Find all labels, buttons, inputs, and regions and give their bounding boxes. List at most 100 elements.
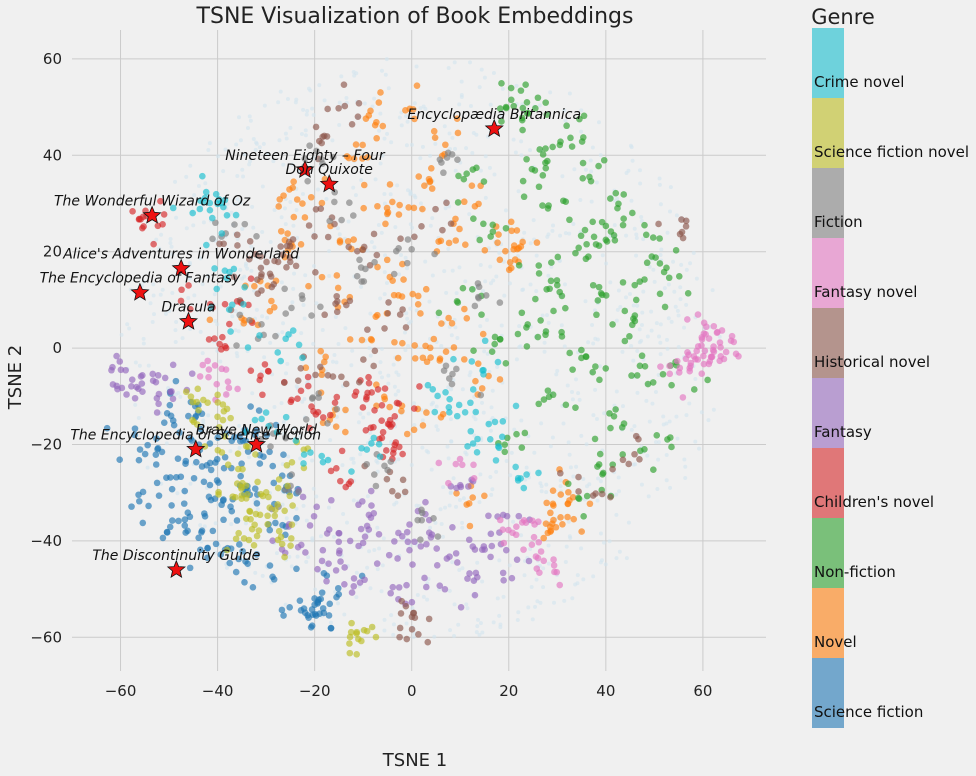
data-point (238, 460, 245, 467)
data-point (329, 153, 337, 161)
data-point (486, 435, 494, 443)
data-point (403, 635, 411, 643)
background-point (583, 299, 588, 304)
background-point (544, 482, 549, 487)
data-point (358, 336, 366, 344)
genre-colorbar: Science fictionNovelNon-fictionChildren'… (812, 28, 969, 728)
data-point (437, 414, 445, 421)
background-point (346, 219, 351, 224)
data-point (473, 573, 481, 581)
data-point (514, 330, 522, 338)
data-point (307, 449, 314, 456)
data-point (620, 215, 627, 223)
data-point (189, 416, 196, 424)
background-point (499, 323, 504, 328)
background-point (444, 290, 449, 295)
data-point (481, 337, 489, 345)
background-point (284, 136, 289, 141)
x-tick-label: 20 (499, 682, 518, 700)
background-point (459, 92, 464, 97)
background-point (567, 231, 572, 236)
data-point (399, 260, 406, 268)
background-point (141, 341, 146, 346)
data-point (350, 155, 358, 163)
background-point (311, 112, 316, 117)
background-point (491, 620, 496, 625)
background-point (514, 83, 519, 88)
background-point (620, 349, 625, 354)
data-point (211, 362, 219, 369)
background-point (224, 565, 229, 570)
data-point (247, 367, 255, 374)
y-tick-label: 0 (52, 339, 62, 357)
data-point (374, 263, 381, 271)
data-point (265, 493, 272, 501)
data-point (233, 342, 240, 349)
background-point (457, 102, 462, 107)
data-point (612, 406, 619, 413)
background-point (632, 226, 637, 231)
annotation-star (319, 174, 339, 193)
background-point (457, 265, 462, 270)
background-point (378, 370, 383, 375)
data-point (515, 512, 523, 520)
background-point (672, 289, 677, 294)
data-point (244, 344, 252, 351)
background-point (656, 457, 661, 462)
background-point (693, 376, 698, 381)
background-point (282, 206, 287, 211)
data-point (219, 416, 227, 424)
background-point (408, 191, 413, 196)
data-point (556, 581, 564, 589)
data-point (391, 412, 399, 420)
background-point (174, 215, 179, 220)
background-point (571, 222, 576, 227)
background-point (413, 195, 418, 200)
data-point (338, 447, 346, 455)
data-point (297, 365, 305, 372)
data-point (405, 204, 412, 211)
data-point (603, 238, 611, 245)
data-point (556, 469, 564, 477)
background-point (593, 336, 598, 341)
data-point (169, 361, 177, 369)
data-point (145, 502, 152, 510)
background-point (477, 500, 482, 505)
background-point (446, 456, 451, 461)
data-point (113, 382, 120, 390)
data-point (244, 448, 252, 455)
background-point (683, 464, 688, 469)
data-point (271, 506, 279, 514)
data-point (414, 292, 422, 300)
data-point (445, 375, 453, 382)
background-point (600, 253, 605, 258)
background-point (119, 332, 124, 337)
background-point (237, 423, 242, 428)
data-point (338, 373, 345, 381)
data-point (619, 451, 627, 458)
data-point (319, 546, 327, 554)
data-point (116, 456, 123, 464)
background-point (675, 436, 680, 441)
data-point (257, 253, 264, 260)
data-point (299, 354, 306, 362)
background-point (481, 288, 486, 293)
background-point (260, 573, 265, 578)
data-point (690, 386, 698, 393)
data-point (273, 428, 281, 436)
background-point (372, 96, 377, 101)
data-point (418, 506, 425, 514)
background-point (175, 491, 180, 496)
data-point (325, 612, 333, 619)
data-point (422, 285, 430, 293)
background-point (614, 556, 619, 561)
background-point (488, 281, 493, 286)
background-point (261, 141, 266, 146)
background-point (706, 418, 711, 423)
background-point (432, 634, 437, 639)
background-point (296, 169, 301, 174)
annotation-label: The Wonderful Wizard of Oz (54, 194, 251, 210)
data-point (360, 204, 367, 212)
colorbar-segment (812, 378, 844, 448)
background-point (665, 346, 670, 351)
